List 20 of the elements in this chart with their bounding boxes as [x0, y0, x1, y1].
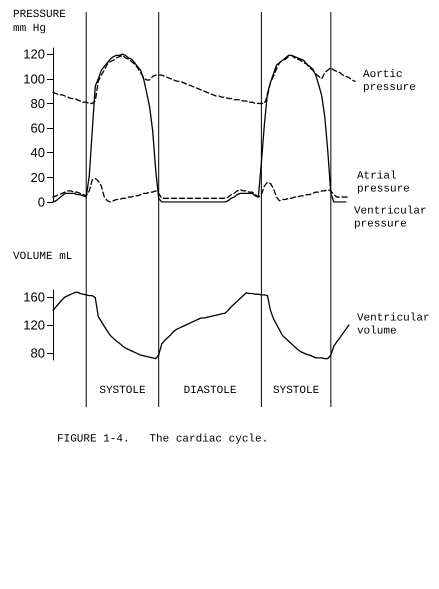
y-tick-label: 40 — [30, 145, 45, 160]
series-label: Aortic pressure — [363, 68, 416, 94]
y-axis-title: VOLUME mL — [13, 251, 72, 263]
series-label: Ventricular volume — [356, 312, 436, 338]
text: DIASTOLE — [184, 385, 237, 397]
y-tick-label: 80 — [30, 346, 45, 360]
caption: FIGURE 1-4. The cardiac cycle. — [57, 434, 268, 446]
series-label: Atrial pressure — [356, 170, 410, 196]
series-label: Ventricular pressure — [354, 206, 434, 230]
y-tick-label: 120 — [23, 46, 45, 62]
y-axis-title: PRESSURE mm Hg — [13, 9, 72, 35]
y-tick-label: 60 — [30, 120, 45, 136]
y-tick-label: 100 — [23, 71, 45, 86]
y-tick-label: 20 — [30, 170, 45, 185]
y-tick-label: 160 — [23, 290, 45, 304]
text: SYSTOLE — [99, 385, 146, 397]
y-tick-label: 0 — [38, 194, 45, 210]
y-tick-label: 80 — [30, 96, 45, 111]
y-tick-label: 120 — [23, 318, 45, 332]
text: SYSTOLE — [273, 385, 320, 397]
